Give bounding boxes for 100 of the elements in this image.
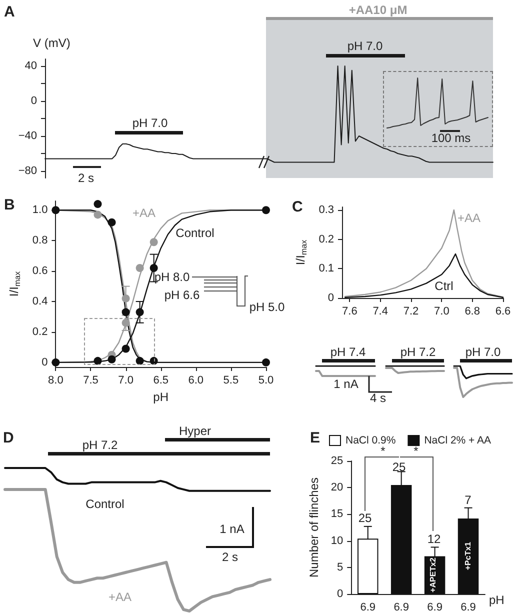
line-series [344,253,504,298]
point [94,210,102,219]
annotation: 12 [427,532,441,546]
y-tick-label: −80 [18,165,37,177]
y-axis-title: V (mV) [33,36,70,50]
annotation: pH 6.6 [164,288,200,302]
x-tick-label: 6.6 [495,306,511,318]
y-axis-title: I/Imax [293,240,308,266]
chart-title: D [3,430,14,446]
point [122,308,130,316]
x-tick-label: 6.5 [153,374,168,386]
y-tick-label: 20 [330,482,344,494]
y-tick-label: 0 [337,588,344,600]
point [122,318,130,327]
point [150,238,158,246]
annotation: pH 7.0 [132,116,168,130]
x-tick-label: 7.6 [342,306,358,318]
y-tick-label: 0.2 [32,326,48,338]
x-tick-label: 7.2 [403,306,419,318]
y-tick-label: 0.3 [318,204,334,216]
y-tick-label: 0 [30,95,37,107]
x-tick-label: 6.9 [360,602,376,614]
text: * [414,444,419,458]
annotation: 2 s [222,550,238,564]
y-axis-title: I/Imax [7,271,22,297]
y-tick-label: 0 [328,292,334,304]
annotation: Control [176,226,214,240]
annotation: pH 8.0 [154,270,190,284]
x-tick-label: 6.9 [394,602,409,614]
y-tick-label: 0.1 [318,262,334,275]
annotation: Ctrl [434,279,454,293]
point [94,356,102,365]
x-tick-label: 7.5 [83,374,98,386]
text: +AA10 μM [348,3,408,17]
point [94,200,102,208]
legend-label: NaCl 0.9% [346,434,396,446]
x-tick-label: 6.9 [460,602,476,614]
legend-label: NaCl 2% + AA [424,434,492,446]
point [108,218,116,226]
x-tick-label: 7.0 [434,306,450,318]
y-tick-label: 0 [42,356,48,368]
y-tick-label: −40 [18,130,37,142]
annotation: 1 nA [220,522,244,536]
y-tick-label: 5 [337,561,344,574]
annotation: 7 [464,493,472,507]
point [262,358,270,366]
y-tick-label: 10 [330,534,344,547]
y-tick-label: 0.2 [318,233,334,246]
text: pH 7.0 [465,345,501,359]
text: 1 nA [334,377,358,391]
annotation: 2 s [78,171,94,185]
annotation: 25 [358,511,372,525]
y-tick-label: 0.8 [32,234,48,247]
point [52,206,60,214]
x-axis-title: pH [489,593,504,607]
x-tick-label: 6.8 [464,306,480,318]
y-tick-label: 15 [330,508,344,520]
y-tick-label: 40 [24,60,37,72]
point [262,206,270,214]
annotation: +APETx2 [428,556,438,592]
x-tick-label: 8.0 [48,374,64,386]
annotation: +AA [132,206,156,220]
text: pH 7.4 [330,345,366,359]
y-axis-title: Number of flinches [307,477,321,578]
point [150,264,158,272]
y-tick-label: 25 [330,455,344,467]
annotation: +AA [108,590,132,604]
text: pH 7.2 [400,345,436,359]
point [108,355,116,364]
y-tick-label: 0.6 [32,265,48,278]
point [136,308,144,316]
annotation: pH 5.0 [249,300,285,314]
y-tick-label: 1.0 [32,204,48,216]
x-tick-label: 6.0 [188,374,204,386]
annotation: Control [86,497,124,511]
point [136,264,144,272]
text: * [380,444,386,458]
annotation: +PcTx1 [464,541,472,570]
point [122,294,130,302]
y-tick-label: 0.4 [32,296,48,308]
chart-title: C [292,198,303,216]
annotation: +AA [457,211,481,225]
annotation: 25 [392,460,406,474]
x-tick-label: 6.9 [427,602,442,614]
text: Hyper [178,424,212,438]
text: pH 7.0 [347,39,383,53]
point [122,344,130,353]
point [136,356,144,365]
text: 4 s [370,391,386,405]
annotation: 100 ms [431,131,471,145]
x-tick-label: 5.5 [223,374,239,386]
x-axis-title: pH [153,390,169,404]
chart-title: E [310,430,320,446]
point [52,358,60,366]
chart-title: A [4,4,15,20]
x-tick-label: 5.0 [258,374,274,386]
x-tick-label: 7.4 [372,306,388,318]
line-series [344,209,504,298]
x-tick-label: 7.0 [118,374,134,386]
text: pH 7.2 [82,438,118,452]
